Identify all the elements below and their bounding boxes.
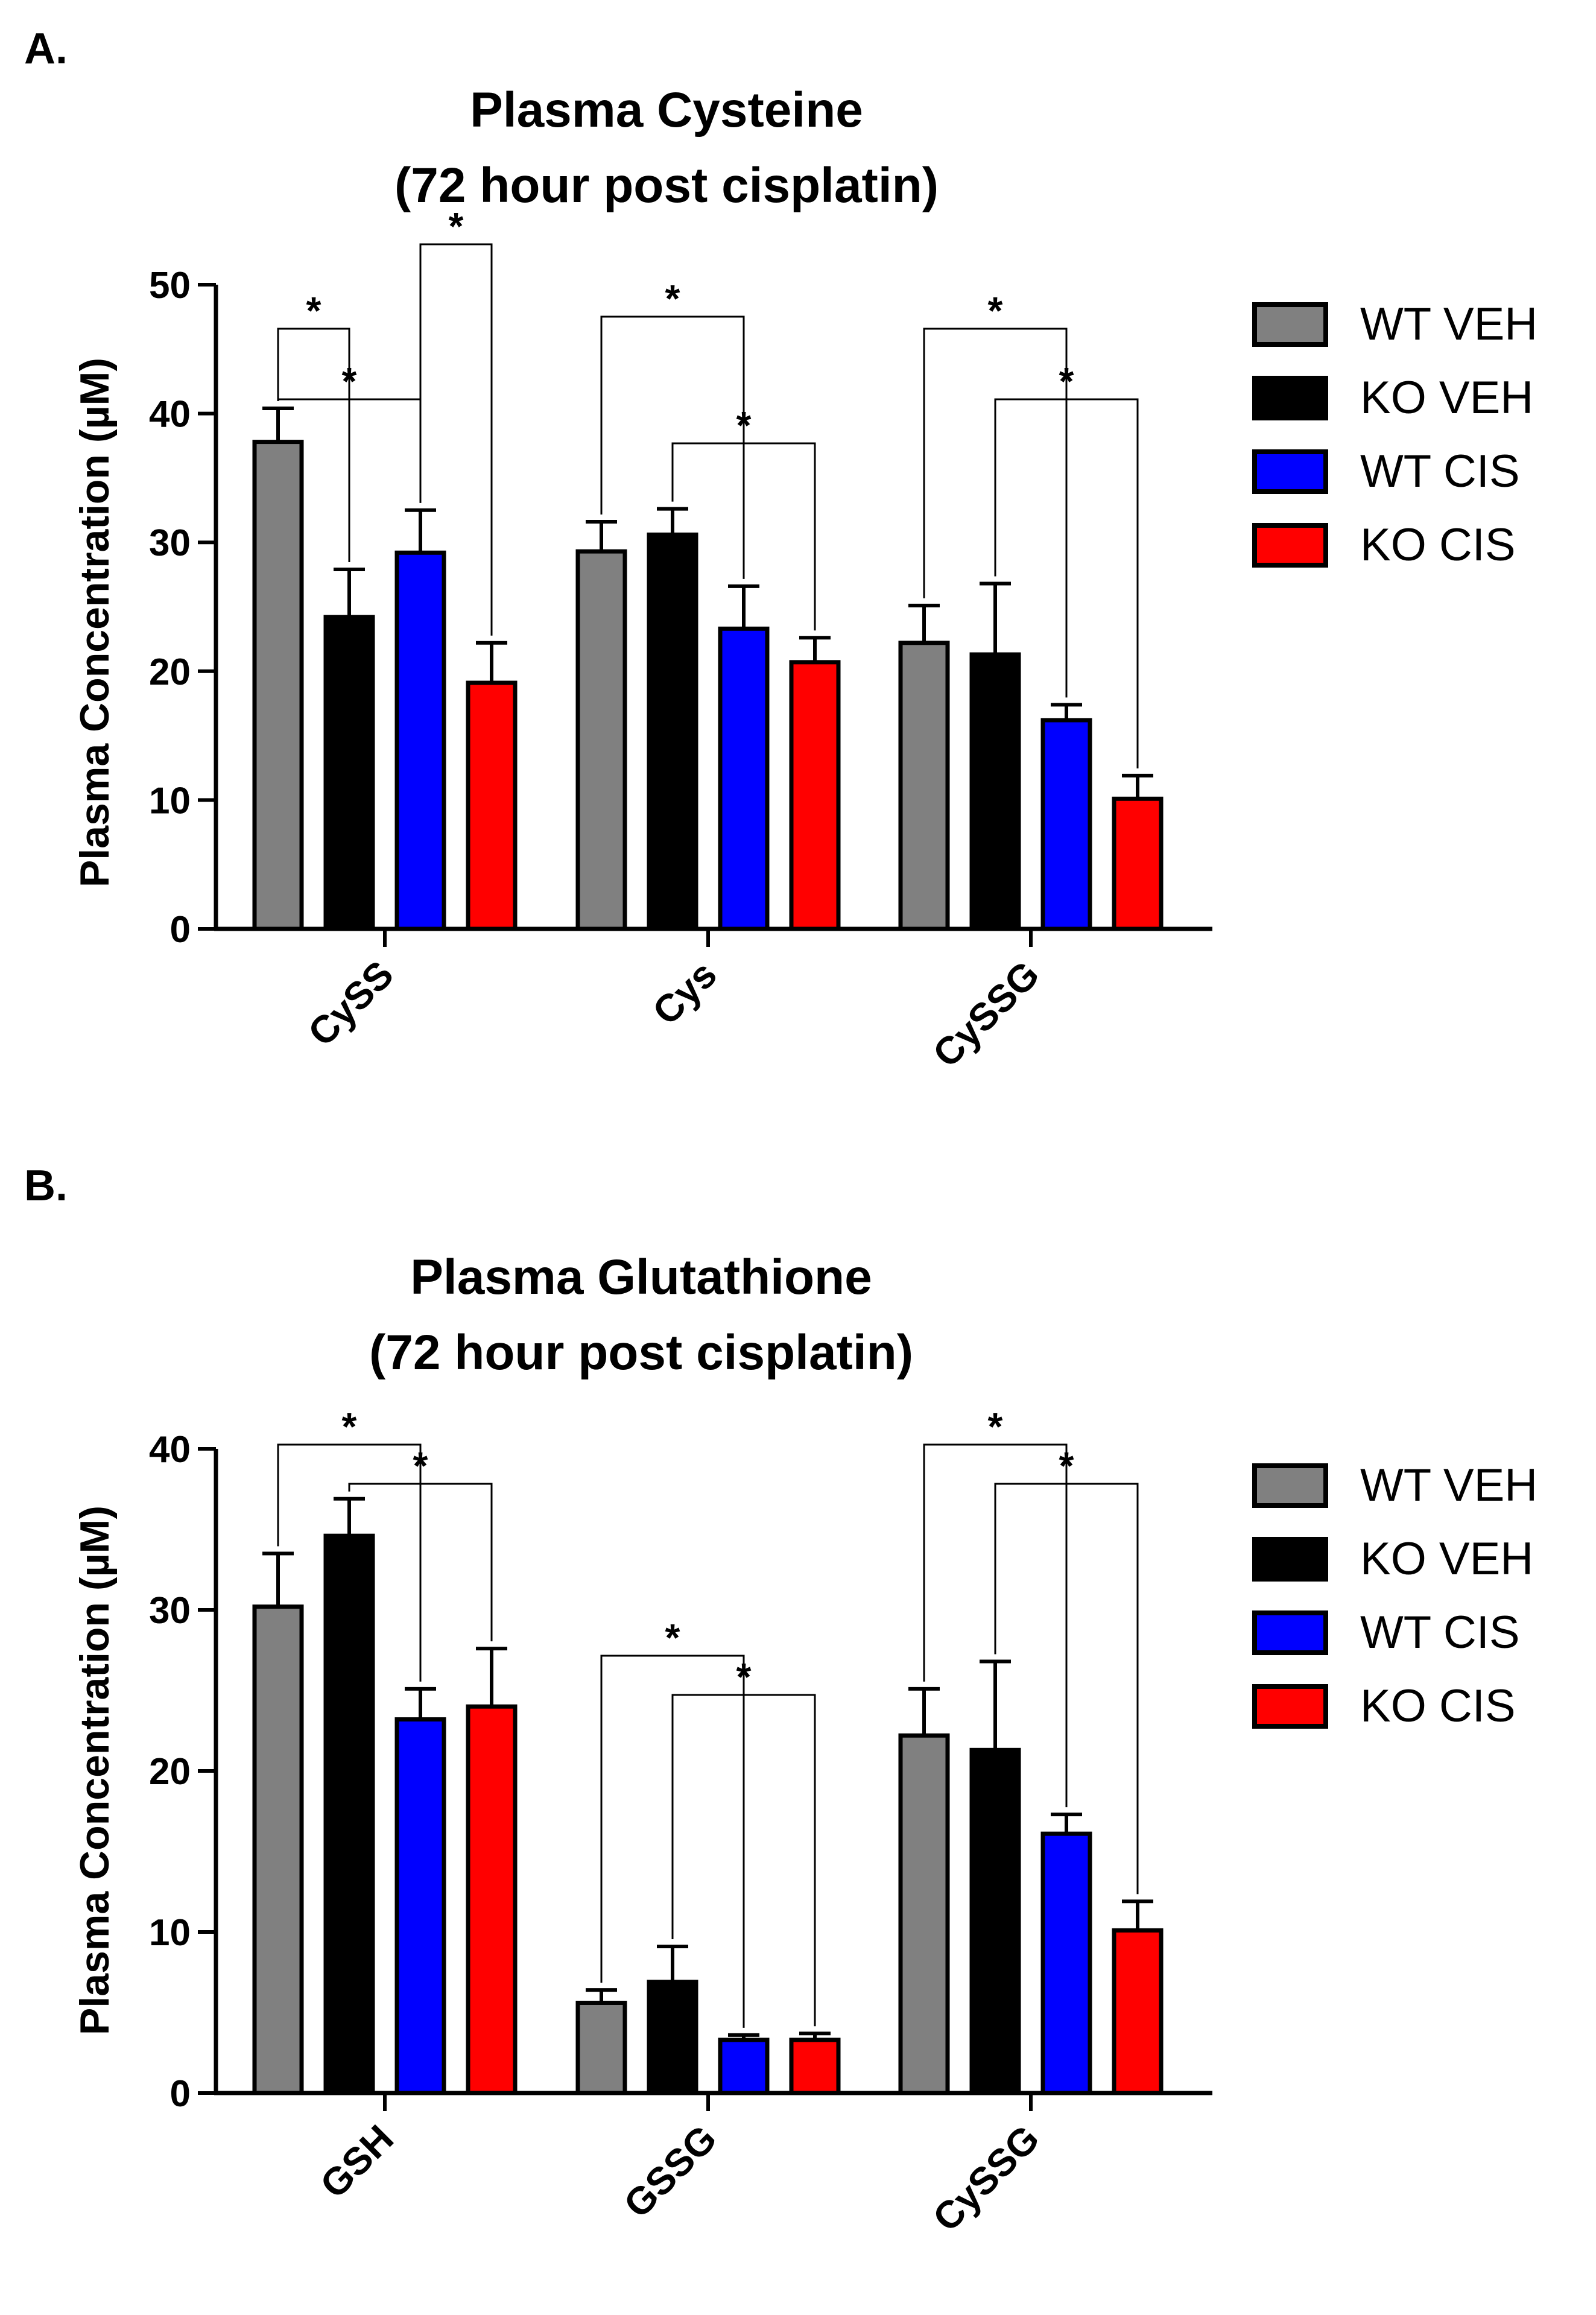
- bar: [969, 1747, 1021, 2095]
- bar: [394, 550, 446, 931]
- bar: [789, 2038, 841, 2095]
- significance-bracket: [419, 243, 493, 636]
- chart-title-line-2: (72 hour post cisplatin): [369, 1325, 913, 1380]
- panel-b: B. Plasma Glutathione (72 hour post cisp…: [24, 1162, 1537, 2240]
- x-tick-label: CySSG: [925, 952, 1048, 1075]
- significance-star: *: [1059, 1444, 1074, 1487]
- bar: [969, 652, 1021, 931]
- legend-label: KO VEH: [1360, 1533, 1533, 1585]
- significance-bracket: [994, 398, 1139, 768]
- significance-star: *: [736, 1655, 752, 1699]
- significance-bracket: [994, 1483, 1139, 1895]
- bar: [575, 549, 627, 931]
- bar: [252, 440, 304, 931]
- bar: [898, 1733, 950, 2095]
- x-tick-label: CySS: [300, 952, 402, 1054]
- significance-star: *: [449, 204, 464, 248]
- y-tick-label: 40: [149, 394, 191, 435]
- x-tick-label: GSSG: [615, 2117, 725, 2226]
- significance-star: *: [736, 404, 752, 447]
- legend-label: KO CIS: [1360, 1680, 1516, 1732]
- significance-star: *: [988, 1405, 1003, 1448]
- panel-a: A. Plasma Cysteine (72 hour post cisplat…: [24, 25, 1537, 1075]
- legend: WT VEH KO VEH WT CIS KO CIS: [1252, 1460, 1537, 1732]
- significance-star: *: [306, 289, 321, 332]
- legend-swatch: [1252, 376, 1328, 420]
- chart-title-line-1: Plasma Cysteine: [470, 83, 863, 138]
- bar: [1112, 796, 1164, 931]
- significance-star: *: [665, 1616, 680, 1659]
- significance-star: *: [988, 289, 1003, 332]
- chart-title-line-2: (72 hour post cisplatin): [394, 158, 939, 213]
- significance-bracket: [671, 1694, 816, 2027]
- y-tick-label: 0: [170, 2073, 191, 2115]
- bar: [466, 680, 518, 931]
- bar: [466, 1704, 518, 2095]
- bar: [323, 1533, 375, 2095]
- y-tick-label: 50: [149, 265, 191, 306]
- y-tick-label: 30: [149, 1590, 191, 1632]
- chart-title-line-1: Plasma Glutathione: [410, 1250, 872, 1305]
- y-tick-label: 20: [149, 651, 191, 693]
- bar: [1040, 718, 1092, 931]
- panel-label: B.: [24, 1162, 68, 1210]
- legend: WT VEH KO VEH WT CIS KO CIS: [1252, 299, 1537, 571]
- legend-label: WT CIS: [1360, 446, 1520, 497]
- bar: [898, 641, 950, 931]
- plot-area: 0 10 20 30 40 GSH GSSG CySSG * * * * * *: [149, 1405, 1212, 2240]
- legend-swatch: [1252, 449, 1328, 494]
- x-tick-label: Cys: [644, 952, 725, 1033]
- y-tick-label: 10: [149, 1912, 191, 1954]
- significance-bracket: [277, 1443, 422, 1682]
- significance-bracket: [671, 442, 816, 631]
- panel-label: A.: [24, 25, 68, 73]
- legend-swatch: [1252, 523, 1328, 568]
- legend-swatch: [1252, 1684, 1328, 1729]
- y-axis-label: Plasma Concentration (µM): [72, 1506, 118, 2035]
- bar: [252, 1604, 304, 2095]
- y-tick-label: 40: [149, 1429, 191, 1471]
- significance-bracket: [600, 315, 745, 579]
- significance-star: *: [1059, 359, 1074, 403]
- legend-swatch: [1252, 1610, 1328, 1655]
- significance-bracket: [923, 328, 1068, 698]
- legend-swatch: [1252, 1537, 1328, 1582]
- significance-bracket: [277, 328, 350, 563]
- bar: [718, 2038, 770, 2095]
- bar: [1040, 1831, 1092, 2095]
- y-tick-label: 0: [170, 909, 191, 951]
- bar: [718, 626, 770, 931]
- significance-star: *: [413, 1444, 428, 1487]
- legend-swatch: [1252, 1463, 1328, 1508]
- bar: [789, 660, 841, 931]
- y-axis-label: Plasma Concentration (µM): [72, 358, 118, 887]
- significance-star: *: [342, 1405, 357, 1448]
- legend-label: WT VEH: [1360, 299, 1537, 350]
- x-tick-label: GSH: [312, 2117, 402, 2206]
- plot-area: 0 10 20 30 40 50 CySS Cys CySSG * * * * * * *: [149, 204, 1212, 1075]
- y-tick-label: 20: [149, 1751, 191, 1793]
- y-tick-label: 30: [149, 522, 191, 564]
- bar: [323, 615, 375, 931]
- significance-bracket: [600, 1655, 745, 2028]
- legend-label: KO CIS: [1360, 519, 1516, 571]
- x-tick-label: CySSG: [925, 2117, 1048, 2240]
- legend-label: WT CIS: [1360, 1607, 1520, 1658]
- significance-bracket: [348, 1483, 493, 1642]
- legend-label: KO VEH: [1360, 372, 1533, 423]
- legend-swatch: [1252, 302, 1328, 347]
- bar: [647, 532, 698, 931]
- significance-bracket: [923, 1443, 1068, 1808]
- significance-star: *: [342, 359, 357, 403]
- y-tick-label: 10: [149, 780, 191, 822]
- bar: [1112, 1928, 1164, 2095]
- bar: [575, 2000, 627, 2095]
- legend-label: WT VEH: [1360, 1460, 1537, 1511]
- significance-star: *: [665, 277, 680, 320]
- bar: [647, 1980, 698, 2095]
- bar: [394, 1717, 446, 2095]
